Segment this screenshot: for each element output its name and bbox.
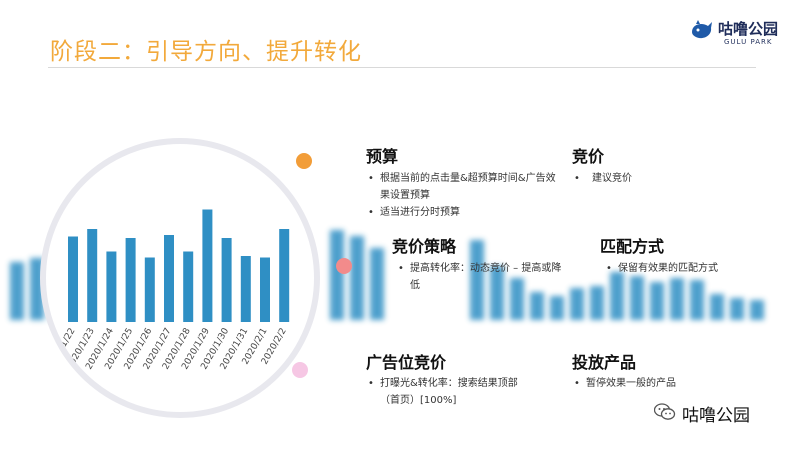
list-item: 暂停效果一般的产品 — [572, 375, 762, 392]
red-dot — [336, 258, 352, 274]
pink-dot — [292, 362, 308, 378]
title-divider — [48, 67, 756, 68]
page-title: 阶段二：引导方向、提升转化 — [50, 39, 362, 65]
bid-strategy-list: 提高转化率：动态竞价 – 提高或降低 — [396, 260, 571, 294]
list-item: 提高转化率：动态竞价 – 提高或降低 — [396, 260, 571, 294]
chart-bar — [106, 251, 117, 322]
products-list: 暂停效果一般的产品 — [572, 375, 762, 392]
list-item: 适当进行分时预算 — [366, 204, 556, 221]
bar-chart: 2020/1/222020/1/232020/1/242020/1/252020… — [46, 209, 290, 371]
magnifier: 2020/1/22 2020/1/23 2020/1/24 2020/1/25 2020… — [40, 138, 340, 418]
chart-bar — [260, 257, 270, 322]
chart-bar — [68, 236, 78, 322]
whale-icon — [692, 20, 712, 39]
chart-bar — [202, 209, 213, 322]
brand-logo: 咕噜公园 GULU PARK — [690, 16, 780, 52]
chart-bar — [221, 238, 232, 322]
list-item: 保留有效果的匹配方式 — [604, 260, 784, 277]
chart-bar — [87, 229, 98, 322]
logo-name: 咕噜公园 — [718, 20, 779, 38]
footer-brand: 咕噜公园 — [654, 401, 794, 426]
orange-dot — [296, 153, 312, 169]
budget-title: 预算 — [366, 147, 399, 166]
placement-bid-title: 广告位竞价 — [366, 353, 447, 372]
logo-subtitle: GULU PARK — [724, 38, 773, 46]
chart-bar — [240, 256, 251, 322]
chart-bar — [164, 235, 174, 322]
bidding-list: 建议竞价 — [572, 170, 752, 187]
placement-bid-list: 打曝光&转化率：搜索结果顶部（首页）[100%] — [366, 375, 536, 409]
match-type-list: 保留有效果的匹配方式 — [604, 260, 784, 277]
wechat-icon — [654, 403, 676, 420]
match-type-title: 匹配方式 — [600, 237, 665, 256]
chart-bar — [144, 257, 155, 322]
products-title: 投放产品 — [572, 353, 637, 372]
chart-bar — [183, 251, 194, 322]
list-item: 打曝光&转化率：搜索结果顶部（首页）[100%] — [366, 375, 536, 409]
bid-strategy-title: 竞价策略 — [392, 237, 457, 256]
bidding-title: 竞价 — [572, 147, 605, 166]
list-item: 建议竞价 — [572, 170, 752, 187]
magnifier-lens: 2020/1/22 2020/1/23 2020/1/24 2020/1/25 2020… — [40, 138, 320, 418]
list-item: 根据当前的点击量&超预算时间&广告效果设置预算 — [366, 170, 556, 204]
chart-bar — [279, 229, 290, 322]
footer-text: 咕噜公园 — [682, 406, 750, 426]
budget-list: 根据当前的点击量&超预算时间&广告效果设置预算 适当进行分时预算 — [366, 170, 556, 221]
chart-bar — [125, 238, 136, 322]
